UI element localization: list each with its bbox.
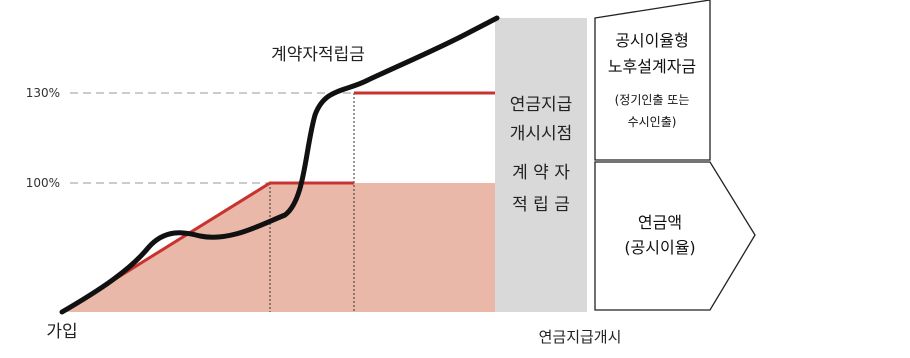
lower-box-arrow: [594, 161, 756, 311]
annuity-start-label: 연금지급개시: [539, 328, 622, 346]
annuity-start-column: [495, 18, 587, 312]
label-130: 130%: [26, 86, 60, 100]
guarantee-step-line: [61, 181, 354, 314]
label-100: 100%: [26, 176, 60, 190]
guaranteed-area: [62, 183, 495, 312]
upper-box-sub-1: (정기인출 또는: [615, 93, 690, 107]
reserve-curve: [59, 15, 500, 315]
reserve-label: 계약자적립금: [271, 45, 365, 65]
lower-box-line-2: (공시이율): [624, 238, 695, 257]
gray-line-4: 적 립 금: [512, 195, 570, 215]
upper-box-title-1: 공시이율형: [615, 31, 689, 50]
join-label: 가입: [46, 322, 77, 342]
lower-box-line-1: 연금액: [638, 213, 682, 232]
gray-line-1: 연금지급: [510, 95, 573, 115]
upper-box-title-2: 노후설계자금: [608, 57, 696, 76]
upper-box: [594, 0, 711, 161]
gray-line-3: 계 약 자: [512, 163, 570, 183]
gray-line-2: 개시시점: [510, 124, 573, 144]
upper-box-sub-2: 수시인출): [628, 115, 677, 129]
